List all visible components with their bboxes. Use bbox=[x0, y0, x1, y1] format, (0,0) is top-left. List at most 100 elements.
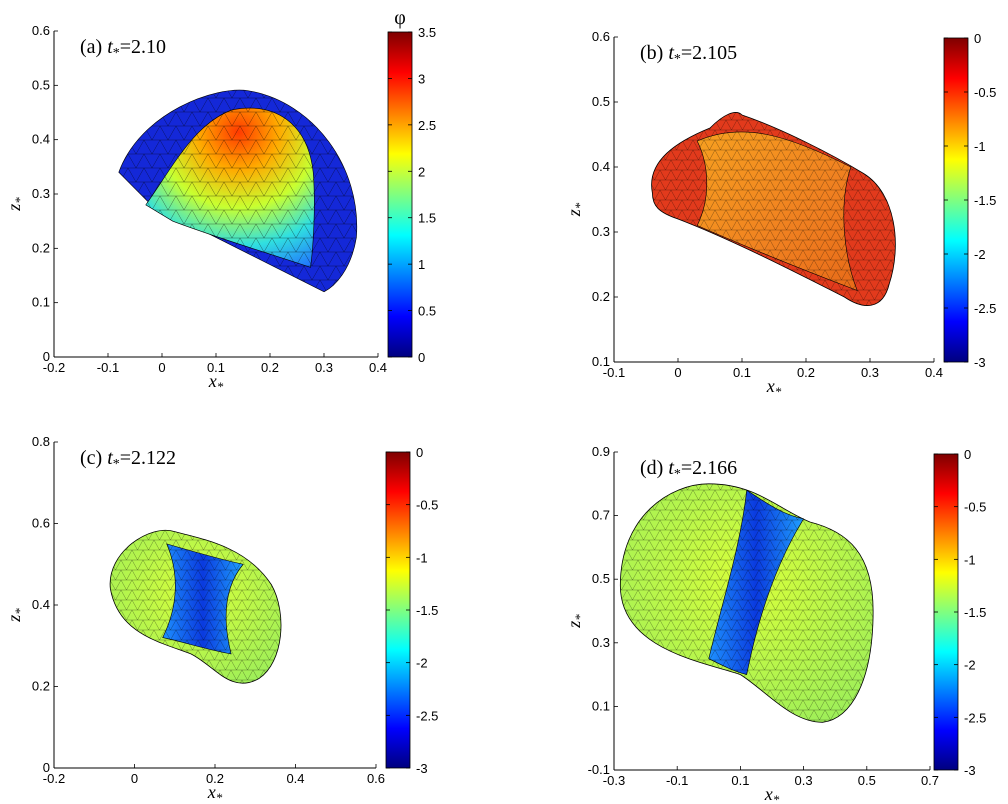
panel-c: -0.2 0 0.2 0.4 0.600.20.40.60.8x*z*(c) t*=2.… bbox=[4, 434, 438, 804]
x-tick-label: 0.1 bbox=[731, 773, 749, 788]
colorbar-tick-label: -1.5 bbox=[974, 193, 996, 208]
y-tick-label: 0.6 bbox=[592, 29, 610, 44]
y-tick-label: 0.8 bbox=[32, 434, 50, 449]
panel-a: -0.2 -0.1 0 0.1 0.2 0.3 0.4 0 0.1 0.2 0.3 0.4 0.5 0.6… bbox=[4, 7, 436, 394]
colorbar-tick-label: -2 bbox=[416, 656, 428, 671]
y-tick-label: 0 bbox=[43, 349, 50, 364]
x-tick-label: -0.2 bbox=[43, 771, 65, 786]
colorbar-tick-label: -3 bbox=[974, 355, 986, 370]
x-tick-label: 0.5 bbox=[858, 773, 876, 788]
colorbar-tick-label: 1.5 bbox=[418, 211, 436, 226]
colorbar-tick-label: 2 bbox=[418, 164, 425, 179]
y-tick-label: 0.4 bbox=[32, 597, 50, 612]
colorbar-tick-label: -1 bbox=[416, 550, 428, 565]
colorbar-tick-label: 2.5 bbox=[418, 118, 436, 133]
panel-title: (c) t*=2.122 bbox=[80, 447, 176, 472]
y-tick-label: 0 bbox=[43, 760, 50, 775]
colorbar-tick-label: -3 bbox=[416, 761, 428, 776]
outer-mesh bbox=[620, 483, 874, 723]
y-tick-label: 0.6 bbox=[32, 516, 50, 531]
x-axis-label: x* bbox=[764, 784, 780, 804]
y-tick-label: 0.3 bbox=[592, 635, 610, 650]
colorbar-tick-label: -3 bbox=[964, 763, 976, 778]
colorbar-tick-label: -1.5 bbox=[416, 603, 438, 618]
x-tick-label: 0.7 bbox=[921, 773, 939, 788]
colorbar-tick-label: -1 bbox=[964, 552, 976, 567]
x-tick-label: -0.1 bbox=[97, 360, 119, 375]
x-tick-label: -0.1 bbox=[603, 365, 625, 380]
y-tick-label: 0.1 bbox=[592, 698, 610, 713]
colorbar-tick-label: -0.5 bbox=[974, 85, 996, 100]
x-tick-label: -0.1 bbox=[666, 773, 688, 788]
outer-mesh bbox=[651, 112, 896, 306]
colorbar-tick-label: 3 bbox=[418, 71, 425, 86]
y-tick-label: 0.2 bbox=[592, 289, 610, 304]
panel-title: (a) t*=2.10 bbox=[80, 36, 166, 61]
y-tick-label: 0.6 bbox=[32, 23, 50, 38]
colorbar-tick-label: -2 bbox=[974, 247, 986, 262]
colorbar-tick-label: 0 bbox=[418, 350, 425, 365]
panel-d: -0.3 -0.1 0.1 0.3 0.5 0.7-0.10.10.30.50.70.9x… bbox=[564, 444, 986, 804]
y-tick-label: 0.7 bbox=[592, 508, 610, 523]
colorbar-tick-label: -2.5 bbox=[416, 708, 438, 723]
panel-title: (d) t*=2.166 bbox=[640, 457, 737, 482]
y-axis-label: z* bbox=[564, 202, 587, 217]
x-tick-label: 0.4 bbox=[286, 771, 304, 786]
y-tick-label: 0.1 bbox=[32, 295, 50, 310]
y-tick-label: 0.1 bbox=[592, 354, 610, 369]
x-tick-label: 0.2 bbox=[797, 365, 815, 380]
x-tick-label: 0.3 bbox=[315, 360, 333, 375]
colorbar-gradient bbox=[387, 31, 413, 358]
colorbar-tick-label: 3.5 bbox=[418, 25, 436, 40]
colorbar-tick-label: -2 bbox=[964, 658, 976, 673]
y-tick-label: 0.5 bbox=[32, 77, 50, 92]
y-tick-label: 0.5 bbox=[592, 94, 610, 109]
panel-title: (b) t*=2.105 bbox=[640, 42, 737, 67]
colorbar-tick-label: -0.5 bbox=[416, 498, 438, 513]
y-axis-label: z* bbox=[4, 197, 27, 212]
colorbar-tick-label: 0 bbox=[974, 31, 981, 46]
y-tick-label: 0.4 bbox=[592, 159, 610, 174]
colorbar-tick-label: 0 bbox=[416, 445, 423, 460]
y-tick-label: 0.9 bbox=[592, 444, 610, 459]
panel-b: -0.1 0 0.1 0.2 0.3 0.4 0.1 0.2 0.3 0.4 0.5 0.6 x* z* (… bbox=[564, 29, 996, 399]
y-axis-label: z* bbox=[4, 608, 27, 623]
x-tick-label: 0 bbox=[158, 360, 165, 375]
x-tick-label: 0.2 bbox=[261, 360, 279, 375]
x-tick-label: 0.4 bbox=[925, 365, 943, 380]
y-tick-label: 0.5 bbox=[592, 571, 610, 586]
y-tick-label: 0.4 bbox=[32, 132, 50, 147]
x-tick-label: 0.3 bbox=[861, 365, 879, 380]
colorbar-tick-label: -1 bbox=[974, 139, 986, 154]
x-tick-label: -0.3 bbox=[603, 773, 625, 788]
x-tick-label: -0.2 bbox=[43, 360, 65, 375]
x-tick-label: 0.4 bbox=[369, 360, 387, 375]
y-tick-label: 0.3 bbox=[32, 186, 50, 201]
y-tick-label: -0.1 bbox=[588, 762, 610, 777]
x-tick-label: 0.1 bbox=[733, 365, 751, 380]
colorbar-tick-label: 0 bbox=[964, 447, 971, 462]
colorbar: 0 0.5 1 1.5 2 2.5 3 3.5 φ bbox=[387, 7, 436, 365]
colorbar-tick-label: 0.5 bbox=[418, 304, 436, 319]
colorbar-title: φ bbox=[394, 7, 406, 29]
outer-mesh bbox=[110, 530, 282, 684]
y-tick-label: 0.3 bbox=[592, 224, 610, 239]
x-tick-label: 0.1 bbox=[207, 360, 225, 375]
colorbar: -3 -2.5 -2 -1.5 -1 -0.5 0 bbox=[933, 447, 986, 778]
y-tick-label: 0.2 bbox=[32, 679, 50, 694]
x-tick-label: 0 bbox=[131, 771, 138, 786]
colorbar-tick-label: -0.5 bbox=[964, 500, 986, 515]
colorbar-tick-label: -2.5 bbox=[974, 301, 996, 316]
x-tick-label: 0 bbox=[674, 365, 681, 380]
colorbar-tick-label: 1 bbox=[418, 257, 425, 272]
colorbar-tick-label: -1.5 bbox=[964, 605, 986, 620]
y-tick-label: 0.2 bbox=[32, 240, 50, 255]
x-axis-label: x* bbox=[766, 376, 782, 399]
colorbar: -3 -2.5 -2 -1.5 -1 -0.5 0 bbox=[385, 445, 438, 776]
colorbar-tick-label: -2.5 bbox=[964, 710, 986, 725]
x-tick-label: 0.6 bbox=[367, 771, 385, 786]
colorbar: -3 -2.5 -2 -1.5 -1 -0.5 0 bbox=[943, 31, 996, 370]
cap-mesh bbox=[145, 108, 315, 268]
y-axis-label: z* bbox=[564, 614, 587, 629]
